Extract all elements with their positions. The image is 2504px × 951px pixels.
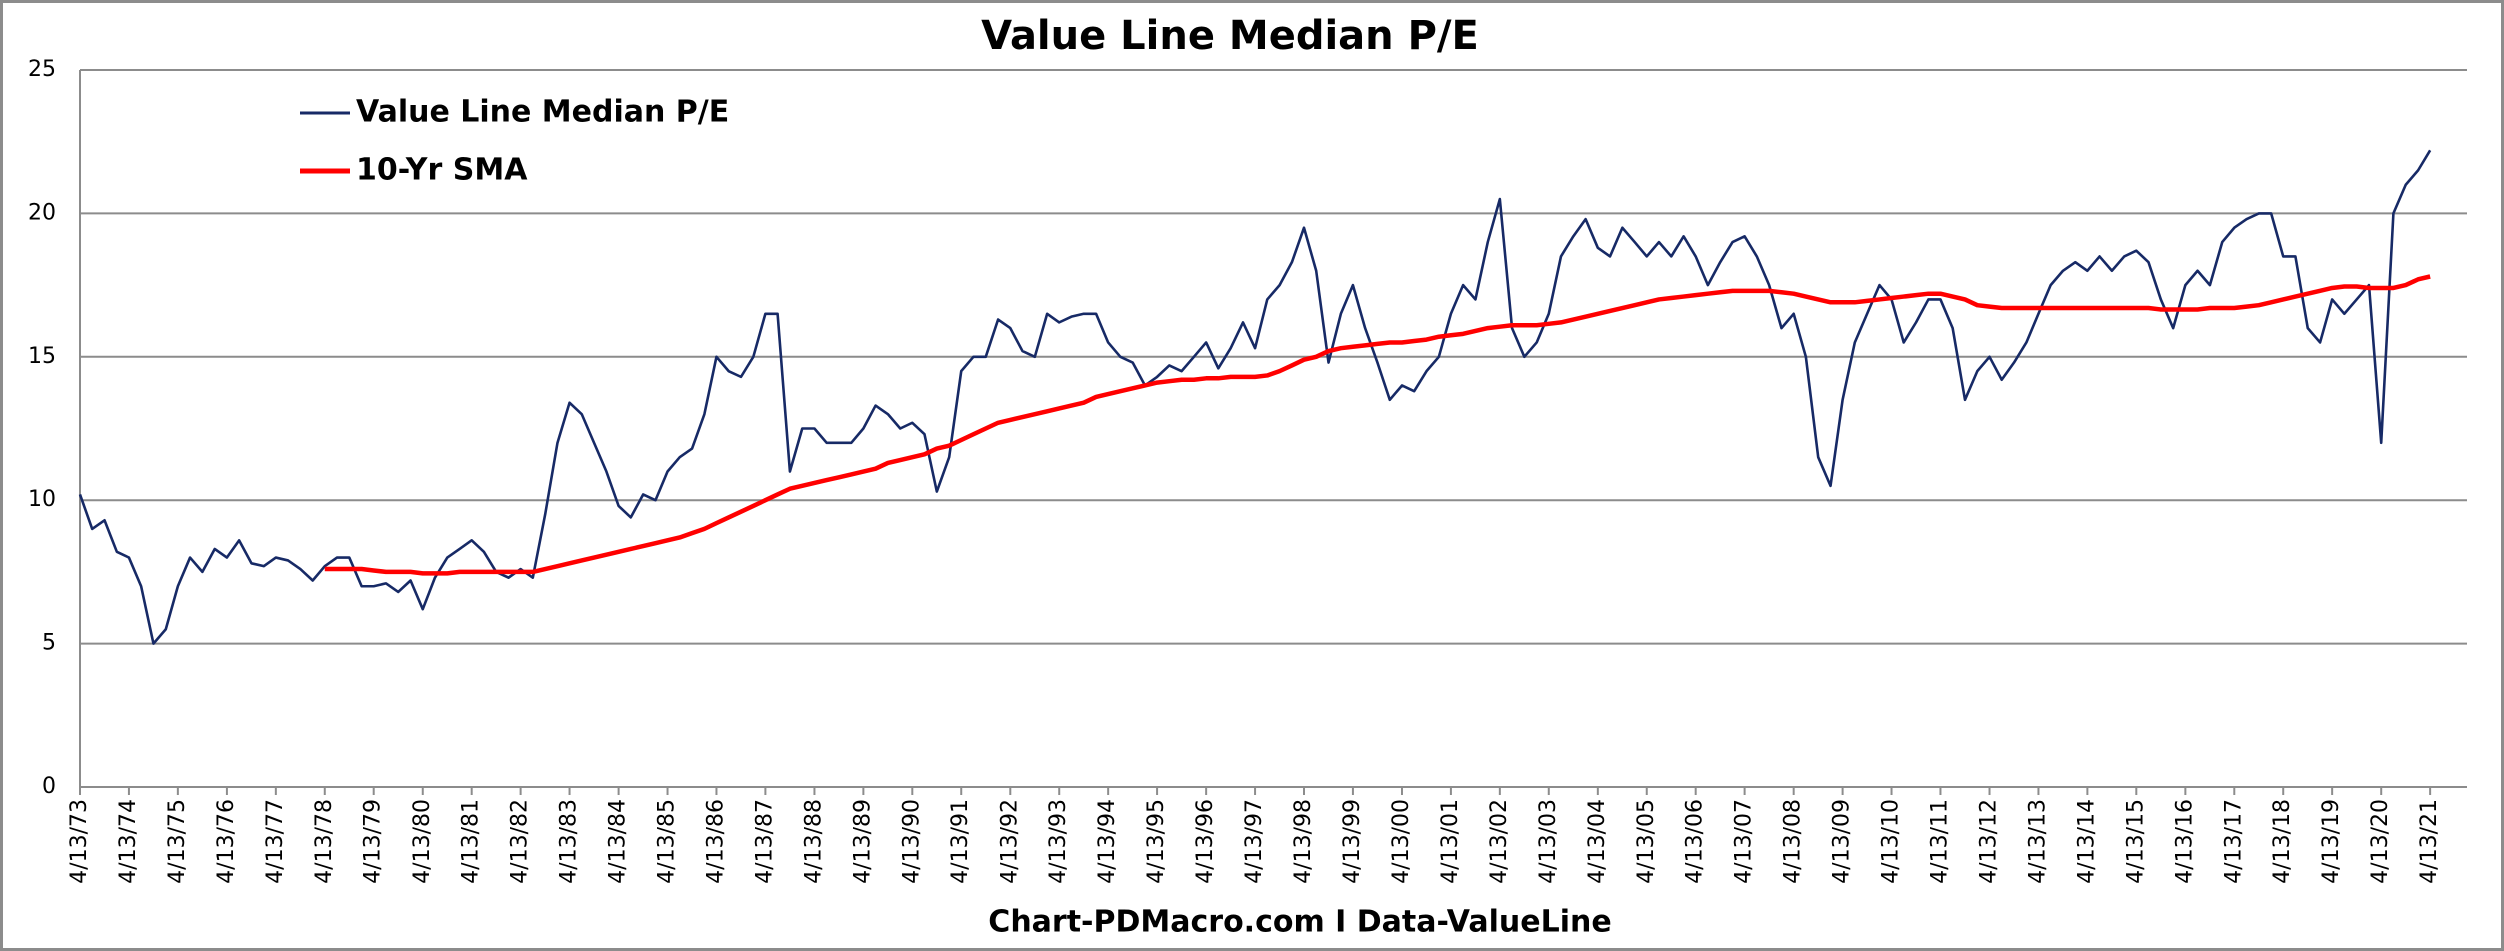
x-tick-label: 4/13/02: [1487, 799, 1512, 884]
x-tick-label: 4/13/01: [1438, 799, 1463, 884]
x-tick-label: 4/13/79: [361, 799, 386, 884]
x-tick-label: 4/13/15: [2123, 799, 2148, 884]
x-tick-label: 4/13/95: [1144, 799, 1169, 884]
y-tick-label: 10: [28, 487, 56, 512]
x-tick-label: 4/13/78: [312, 799, 337, 884]
x-tick-label: 4/13/00: [1389, 799, 1414, 884]
x-tick-label: 4/13/84: [606, 799, 631, 884]
x-tick-label: 4/13/91: [948, 799, 973, 884]
x-tick-label: 4/13/11: [1927, 799, 1952, 884]
series-line: [324, 274, 2431, 576]
y-tick-label: 5: [42, 631, 56, 656]
x-tick-label: 4/13/82: [508, 799, 533, 884]
x-tick-label: 4/13/03: [1536, 799, 1561, 884]
x-tick-label: 4/13/09: [1830, 799, 1855, 884]
x-tick-label: 4/13/07: [1732, 799, 1757, 884]
x-tick-label: 4/13/06: [1683, 799, 1708, 884]
x-tick-label: 4/13/83: [557, 799, 582, 884]
x-tick-label: 4/13/04: [1585, 799, 1610, 884]
x-tick-label: 4/13/12: [1977, 799, 2002, 884]
x-tick-label: 4/13/93: [1046, 799, 1071, 884]
x-tick-label: 4/13/73: [67, 799, 92, 884]
x-tick-label: 4/13/05: [1634, 799, 1659, 884]
x-tick-label: 4/13/76: [214, 799, 239, 884]
x-tick-label: 4/13/97: [1242, 799, 1267, 884]
x-tick-label: 4/13/14: [2074, 799, 2099, 884]
y-tick-label: 25: [28, 57, 56, 82]
x-tick-label: 4/13/20: [2368, 799, 2393, 884]
x-tick-label: 4/13/10: [1879, 799, 1904, 884]
x-tick-label: 4/13/16: [2172, 799, 2197, 884]
series-line: [78, 149, 2432, 645]
x-tick-label: 4/13/81: [459, 799, 484, 884]
x-tick-label: 4/13/87: [752, 799, 777, 884]
x-tick-label: 4/13/98: [1291, 799, 1316, 884]
x-tick-label: 4/13/08: [1781, 799, 1806, 884]
x-axis-label: Chart-PDMacro.com I Data-ValueLine: [988, 905, 1611, 940]
x-tick-label: 4/13/86: [703, 799, 728, 884]
y-tick-label: 20: [28, 200, 56, 225]
x-tick-label: 4/13/80: [410, 799, 435, 884]
x-tick-label: 4/13/94: [1095, 799, 1120, 884]
legend-label: Value Line Median P/E: [356, 95, 729, 130]
x-tick-label: 4/13/77: [263, 799, 288, 884]
x-tick-label: 4/13/96: [1193, 799, 1218, 884]
x-tick-label: 4/13/89: [850, 799, 875, 884]
x-tick-label: 4/13/88: [801, 799, 826, 884]
legend-label: 10-Yr SMA: [356, 153, 528, 188]
chart-title: Value Line Median P/E: [981, 13, 1479, 59]
x-tick-label: 4/13/21: [2417, 799, 2442, 884]
x-tick-label: 4/13/17: [2221, 799, 2246, 884]
y-tick-label: 15: [28, 344, 56, 369]
x-tick-label: 4/13/92: [997, 799, 1022, 884]
x-tick-label: 4/13/19: [2319, 799, 2344, 884]
x-tick-label: 4/13/90: [899, 799, 924, 884]
y-tick-label: 0: [42, 774, 56, 799]
x-tick-label: 4/13/75: [165, 799, 190, 884]
x-tick-label: 4/13/13: [2025, 799, 2050, 884]
x-tick-label: 4/13/18: [2270, 799, 2295, 884]
x-tick-label: 4/13/74: [116, 799, 141, 884]
x-tick-label: 4/13/99: [1340, 799, 1365, 884]
x-tick-label: 4/13/85: [655, 799, 680, 884]
